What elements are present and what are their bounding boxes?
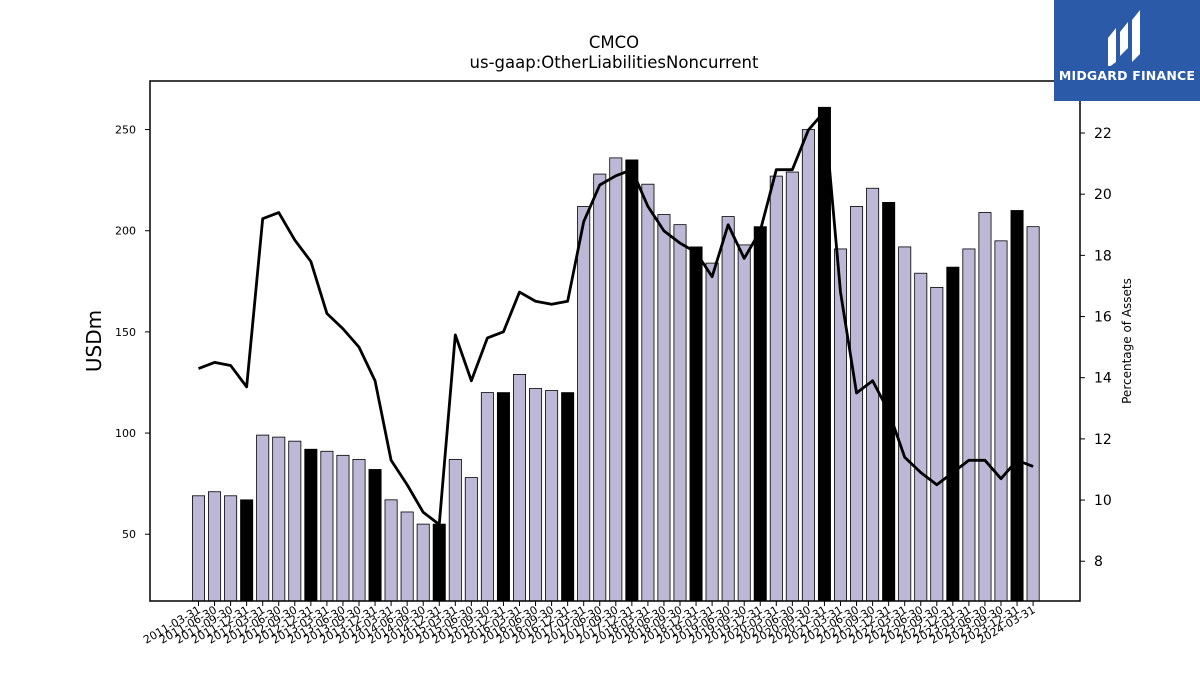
bar-2017-09-30 <box>609 157 623 602</box>
bar-2020-09-30 <box>801 129 815 602</box>
bar-2018-09-30 <box>673 224 687 602</box>
bar-2011-12-31 <box>240 499 254 602</box>
y2-axis-label: Percentage of Assets <box>1120 278 1134 404</box>
bar-2016-12-31 <box>561 392 575 602</box>
bar-2012-03-31 <box>256 434 270 602</box>
bar-2021-09-30 <box>866 187 880 602</box>
y2-tick-label: 14 <box>1094 371 1112 387</box>
bar-2022-03-31 <box>898 246 912 602</box>
bar-2020-06-30 <box>785 171 799 602</box>
y2-tick-label: 12 <box>1094 432 1112 448</box>
bar-2014-03-31 <box>384 499 398 602</box>
axes-layer: 501001502002508101214161820222011-03-312… <box>115 80 1112 647</box>
bar-2024-03-31 <box>1026 226 1040 602</box>
bar-2013-12-31 <box>368 469 382 602</box>
bar-2012-09-30 <box>288 440 302 602</box>
chart-subtitle: us-gaap:OtherLiabilitiesNoncurrent <box>470 53 759 72</box>
bar-2013-09-30 <box>352 458 366 602</box>
bar-2015-03-31 <box>448 458 462 602</box>
bars-layer <box>191 106 1040 602</box>
bar-2019-03-31 <box>705 262 719 602</box>
y2-tick-label: 16 <box>1094 310 1112 326</box>
y-tick-label: 50 <box>122 528 136 541</box>
bar-2017-06-30 <box>593 173 607 602</box>
bar-2017-12-31 <box>625 159 639 602</box>
bar-2018-03-31 <box>641 183 655 602</box>
plot-frame <box>149 80 1081 602</box>
bar-2014-09-30 <box>416 523 430 602</box>
bar-2023-09-30 <box>994 240 1008 602</box>
bar-2014-12-31 <box>432 523 446 602</box>
bar-2020-12-31 <box>817 106 831 602</box>
y-tick-label: 150 <box>115 326 136 339</box>
line-layer <box>198 110 1034 526</box>
bar-2013-06-30 <box>336 454 350 602</box>
bar-2021-03-31 <box>834 248 848 602</box>
brand-logo: MIDGARD FINANCE <box>1054 0 1200 101</box>
bar-2021-06-30 <box>850 206 864 602</box>
bar-2017-03-31 <box>577 206 591 602</box>
bar-2019-09-30 <box>737 244 751 602</box>
bar-2013-03-31 <box>320 450 334 602</box>
y2-tick-label: 18 <box>1094 248 1112 264</box>
y-axis-label: USDm <box>82 310 106 372</box>
y-tick-label: 250 <box>115 124 136 137</box>
bar-2018-06-30 <box>657 214 671 602</box>
bar-2016-09-30 <box>545 390 559 602</box>
bar-2022-12-31 <box>946 266 960 602</box>
bar-2019-12-31 <box>753 226 767 602</box>
y-tick-label: 100 <box>115 427 136 440</box>
bar-2011-06-30 <box>208 491 222 602</box>
bar-2020-03-31 <box>769 175 783 602</box>
y2-tick-label: 10 <box>1094 493 1112 509</box>
bar-2016-03-31 <box>513 373 527 602</box>
bar-2019-06-30 <box>721 216 735 602</box>
bar-2011-09-30 <box>224 495 238 602</box>
bar-2012-06-30 <box>272 436 286 602</box>
bar-2018-12-31 <box>689 246 703 602</box>
bar-2015-09-30 <box>480 392 494 602</box>
y-tick-label: 200 <box>115 225 136 238</box>
bar-2012-12-31 <box>304 448 318 602</box>
chart-title: CMCO <box>589 33 639 52</box>
midgard-logo-icon <box>1108 10 1140 66</box>
y2-tick-label: 22 <box>1094 126 1112 142</box>
bar-2023-03-31 <box>962 248 976 602</box>
bar-2014-06-30 <box>400 511 414 602</box>
bar-2023-06-30 <box>978 212 992 602</box>
y2-tick-label: 20 <box>1094 187 1112 203</box>
bar-2011-03-31 <box>191 495 205 602</box>
bar-2015-06-30 <box>464 477 478 602</box>
pct-assets-line <box>198 110 1034 526</box>
bar-2015-12-31 <box>496 392 510 602</box>
bar-2022-09-30 <box>930 286 944 602</box>
bar-2023-12-31 <box>1010 210 1024 602</box>
bar-2022-06-30 <box>914 272 928 602</box>
bar-2016-06-30 <box>529 388 543 602</box>
brand-logo-text: MIDGARD FINANCE <box>1058 68 1196 83</box>
y2-tick-label: 8 <box>1094 554 1103 570</box>
